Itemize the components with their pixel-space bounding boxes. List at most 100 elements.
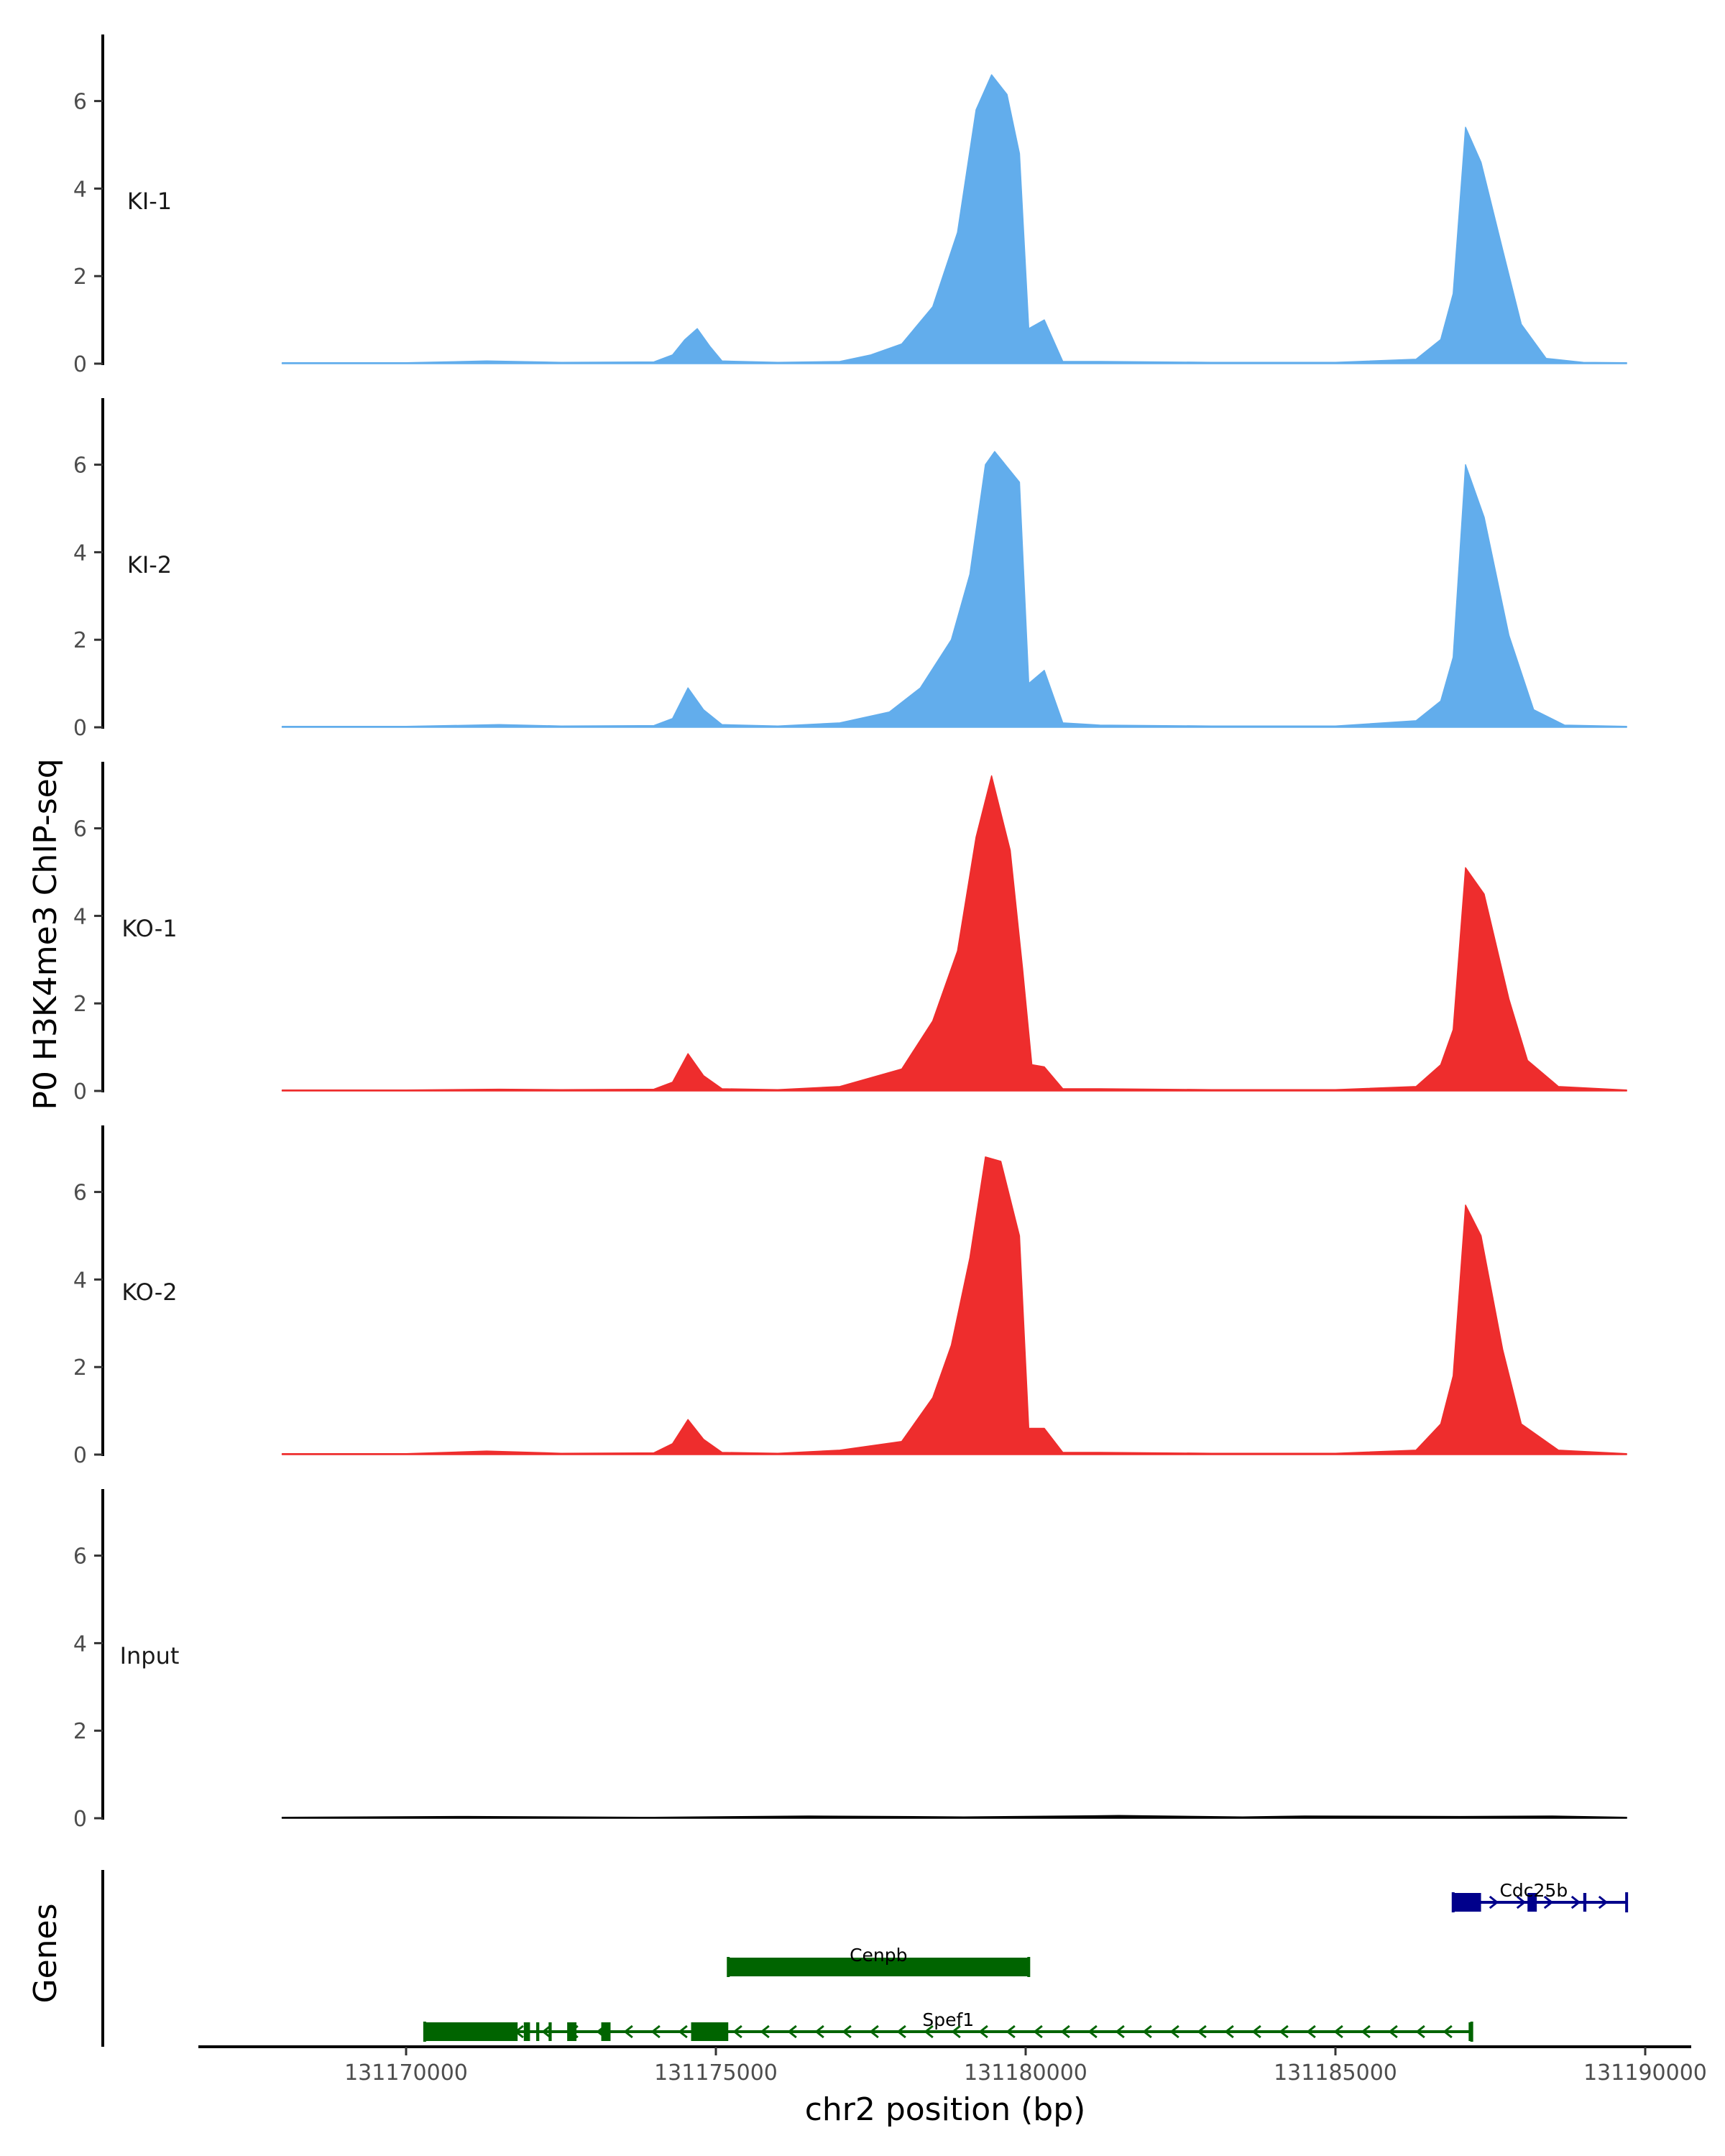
track-ki-2-coverage-area	[281, 451, 1627, 728]
gene-spef1: Spef1	[423, 2009, 1473, 2042]
gene-spef1-strand-chevron	[869, 2024, 879, 2039]
track-label-input: Input	[120, 1642, 180, 1669]
track-label-ko-1: KO-1	[121, 915, 177, 942]
track-ko-2-y-tick-label: 0	[73, 1443, 87, 1468]
gene-spef1-strand-chevron	[1415, 2024, 1425, 2039]
track-label-ki-1: KI-1	[127, 188, 172, 215]
track-input-y-tick-label: 2	[73, 1719, 87, 1744]
track-ki-1-y-tick-label: 2	[73, 264, 87, 290]
gene-cdc25b-exon	[1453, 1893, 1481, 1912]
gene-spef1-strand-chevron	[1169, 2024, 1179, 2039]
x-tick-label: 131185000	[1274, 2060, 1397, 2086]
gene-spef1-strand-chevron	[1361, 2024, 1371, 2039]
gene-spef1-strand-chevron	[541, 2024, 551, 2039]
x-axis-title: chr2 position (bp)	[805, 2091, 1086, 2128]
track-ki-1: 0 2 4 6 KI-1	[73, 34, 1627, 377]
gene-spef1-strand-chevron	[760, 2024, 770, 2039]
gene-spef1-strand-chevron	[924, 2024, 934, 2039]
gene-spef1-strand-chevron	[951, 2024, 961, 2039]
track-input-coverage-area	[281, 1815, 1627, 1819]
x-tick-label: 131170000	[344, 2060, 468, 2086]
gene-spef1-exon	[536, 2022, 540, 2041]
gene-spef1-strand-chevron	[1197, 2024, 1207, 2039]
gene-cdc25b-strand-chevron	[1489, 1895, 1499, 1909]
track-ki-2-y-tick-label: 4	[73, 540, 87, 566]
gene-spef1-exon	[548, 2022, 552, 2041]
gene-spef1-strand-chevron	[978, 2024, 988, 2039]
gene-spef1-strand-chevron	[842, 2024, 852, 2039]
gene-spef1-strand-chevron	[896, 2024, 906, 2039]
gene-spef1-strand-chevron	[623, 2024, 633, 2039]
track-ko-2-coverage-area	[281, 1156, 1627, 1455]
track-input-y-tick-label: 4	[73, 1631, 87, 1657]
gene-cdc25b-strand-chevron	[1543, 1895, 1554, 1909]
gene-label-spef1: Spef1	[922, 2009, 974, 2030]
track-ko-1-y-tick-label: 2	[73, 992, 87, 1017]
x-tick-label: 131190000	[1583, 2060, 1707, 2086]
gene-spef1-strand-chevron	[1033, 2024, 1043, 2039]
gene-spef1-strand-chevron	[732, 2024, 742, 2039]
track-ki-1-y-tick-label: 0	[73, 352, 87, 377]
track-label-ki-2: KI-2	[127, 551, 172, 579]
gene-spef1-strand-chevron	[787, 2024, 797, 2039]
track-ko-1: 0 2 4 6 KO-1	[73, 762, 1627, 1105]
gene-spef1-strand-chevron	[678, 2024, 688, 2039]
track-ko-1-y-tick-label: 4	[73, 904, 87, 929]
track-ki-1-coverage-area	[281, 74, 1627, 364]
track-ki-2-y-tick-label: 6	[73, 453, 87, 479]
gene-spef1-strand-chevron	[1087, 2024, 1098, 2039]
gene-spef1-strand-chevron	[650, 2024, 661, 2039]
track-input: 0 2 4 6 Input	[73, 1489, 1627, 1832]
x-tick-label: 131175000	[654, 2060, 778, 2086]
track-label-ko-2: KO-2	[121, 1279, 177, 1306]
gene-spef1-strand-chevron	[1224, 2024, 1234, 2039]
gene-spef1-strand-chevron	[814, 2024, 824, 2039]
gene-spef1-exon	[523, 2022, 530, 2041]
track-ko-1-y-tick-label: 0	[73, 1079, 87, 1105]
gene-spef1-exon	[1468, 2022, 1472, 2041]
gene-spef1-strand-chevron	[1333, 2024, 1343, 2039]
track-ko-1-y-tick-label: 6	[73, 817, 87, 842]
gene-spef1-strand-chevron	[1279, 2024, 1289, 2039]
gene-spef1-exon	[424, 2022, 518, 2041]
gene-cenpb: Cenpb	[727, 1945, 1031, 1977]
gene-spef1-exon	[567, 2022, 577, 2041]
y-axis-title: P0 H3K4me3 ChIP-seq	[27, 758, 64, 1110]
gene-cdc25b-strand-chevron	[1516, 1895, 1527, 1909]
gene-cenpb-exon	[728, 1958, 1029, 1976]
track-ko-2: 0 2 4 6 KO-2	[73, 1125, 1627, 1468]
gene-cdc25b-strand-chevron	[1570, 1895, 1581, 1909]
track-ko-2-y-tick-label: 2	[73, 1355, 87, 1381]
gene-cdc25b-exon	[1527, 1893, 1537, 1912]
gene-label-cdc25b: Cdc25b	[1499, 1880, 1568, 1901]
gene-cdc25b-exon	[1583, 1893, 1587, 1912]
track-ki-2: 0 2 4 6 KI-2	[73, 398, 1627, 741]
x-tick-label: 131180000	[964, 2060, 1087, 2086]
x-axis: 131170000 131175000 131180000 131185000 1311…	[198, 2045, 1707, 2086]
track-input-y-tick-label: 6	[73, 1544, 87, 1570]
track-ki-1-y-tick-label: 6	[73, 90, 87, 115]
gene-label-cenpb: Cenpb	[850, 1945, 907, 1966]
track-ko-2-y-tick-label: 6	[73, 1181, 87, 1206]
gene-spef1-exon	[691, 2022, 729, 2041]
coverage-tracks: 0 2 4 6 KI-1 0 2 4 6 KI-2 0 2 4 6 KO-1 0 2 4 6 KO-2 0 2 4 6 Inpu…	[73, 34, 1627, 1832]
track-input-y-tick-label: 0	[73, 1807, 87, 1832]
gene-spef1-strand-chevron	[1142, 2024, 1152, 2039]
gene-spef1-strand-chevron	[1115, 2024, 1125, 2039]
track-ko-2-y-tick-label: 4	[73, 1268, 87, 1293]
gene-spef1-strand-chevron	[1251, 2024, 1261, 2039]
gene-spef1-strand-chevron	[1306, 2024, 1316, 2039]
track-ki-2-y-tick-label: 2	[73, 628, 87, 653]
track-ki-2-y-tick-label: 0	[73, 716, 87, 741]
track-ko-1-coverage-area	[281, 775, 1627, 1092]
gene-spef1-strand-chevron	[1388, 2024, 1398, 2039]
gene-cdc25b: Cdc25b	[1451, 1880, 1629, 1912]
gene-spef1-strand-chevron	[1060, 2024, 1070, 2039]
track-ki-1-y-tick-label: 4	[73, 177, 87, 202]
gene-annotation-panel: Cdc25b Cenpb Spef1	[101, 1870, 1629, 2047]
genes-axis-title: Genes	[27, 1903, 64, 2003]
gene-spef1-exon	[601, 2022, 611, 2041]
gene-spef1-strand-chevron	[1443, 2024, 1453, 2039]
gene-spef1-strand-chevron	[1006, 2024, 1016, 2039]
